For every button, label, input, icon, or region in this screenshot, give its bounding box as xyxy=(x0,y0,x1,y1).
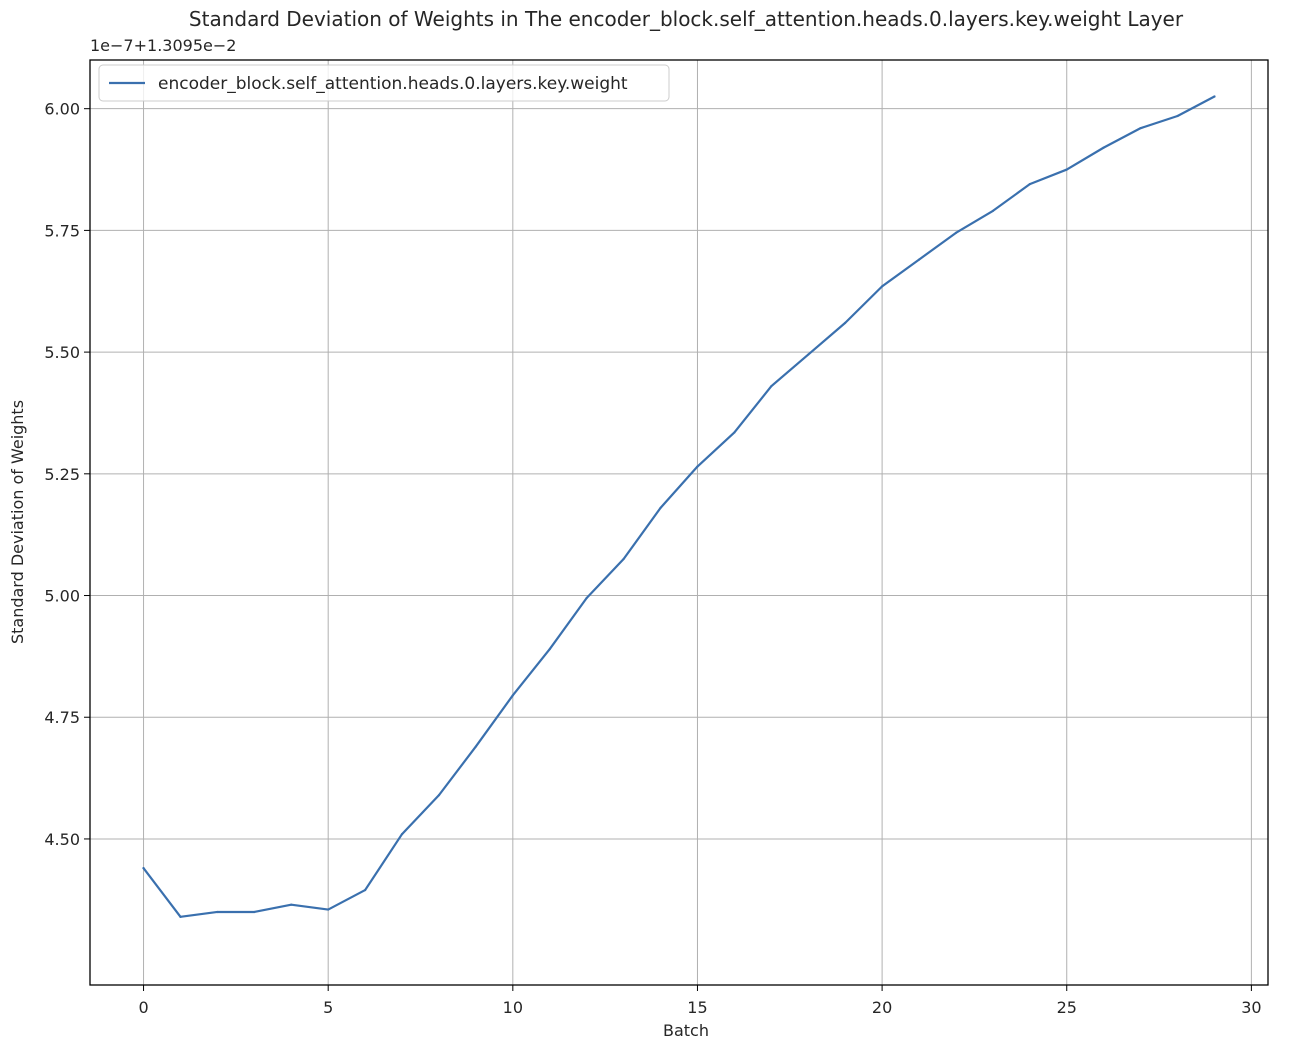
data-point xyxy=(1213,95,1216,98)
axes-frame xyxy=(89,59,1269,986)
data-point xyxy=(770,385,773,388)
data-point xyxy=(659,506,662,509)
data-point xyxy=(1176,114,1179,118)
x-tick-label: 30 xyxy=(1241,998,1261,1017)
data-point xyxy=(991,209,994,213)
x-axis-label: Batch xyxy=(663,1021,709,1040)
x-tick-label: 0 xyxy=(138,998,148,1017)
x-tick-label: 25 xyxy=(1057,998,1077,1017)
y-tick-label: 5.50 xyxy=(44,343,80,362)
data-point xyxy=(400,832,404,836)
y-tick-label: 4.50 xyxy=(44,830,80,849)
grid-lines xyxy=(90,60,1268,985)
y-tick-label: 5.75 xyxy=(44,221,80,240)
data-point xyxy=(1102,146,1105,149)
series-layer xyxy=(142,95,1216,918)
data-point xyxy=(290,903,293,906)
data-point xyxy=(179,915,182,918)
y-tick-label: 5.25 xyxy=(44,465,80,484)
data-point xyxy=(1065,168,1068,171)
data-point xyxy=(548,647,551,651)
data-point xyxy=(733,431,736,434)
data-point xyxy=(437,794,441,797)
data-point xyxy=(844,321,847,324)
y-offset-text: 1e−7+1.3095e−2 xyxy=(90,36,236,55)
series-line xyxy=(142,95,1216,918)
y-tick-label: 6.00 xyxy=(44,100,80,119)
y-tick-label: 4.75 xyxy=(44,708,80,727)
data-point xyxy=(954,231,958,234)
data-point xyxy=(474,745,477,748)
data-point xyxy=(327,908,330,911)
data-point xyxy=(807,353,810,356)
data-point xyxy=(216,910,219,914)
data-point xyxy=(1028,183,1031,186)
tick-layer: 0 5 10 15 20 25 30 4.50 4.75 5.00 5.25 5.50 5.75 6.00 xyxy=(44,100,1261,1017)
data-point xyxy=(917,258,921,261)
data-point xyxy=(1139,127,1142,130)
data-point xyxy=(881,285,884,288)
y-axis-label: Standard Deviation of Weights xyxy=(8,400,27,644)
x-tick-label: 5 xyxy=(323,998,333,1017)
data-point xyxy=(511,694,514,697)
data-point xyxy=(622,557,625,561)
data-point xyxy=(696,465,699,468)
data-point xyxy=(253,910,256,914)
chart-title: Standard Deviation of Weights in The enc… xyxy=(189,7,1184,31)
x-tick-label: 10 xyxy=(503,998,523,1017)
legend-box xyxy=(98,64,670,102)
legend: encoder_block.self_attention.heads.0.lay… xyxy=(98,64,670,102)
x-tick-label: 20 xyxy=(872,998,892,1017)
legend-entry-label: encoder_block.self_attention.heads.0.lay… xyxy=(158,74,628,94)
y-tick-label: 5.00 xyxy=(44,587,80,606)
data-point xyxy=(142,867,145,870)
data-point xyxy=(585,596,588,600)
x-tick-label: 15 xyxy=(687,998,707,1017)
data-point xyxy=(364,888,367,892)
